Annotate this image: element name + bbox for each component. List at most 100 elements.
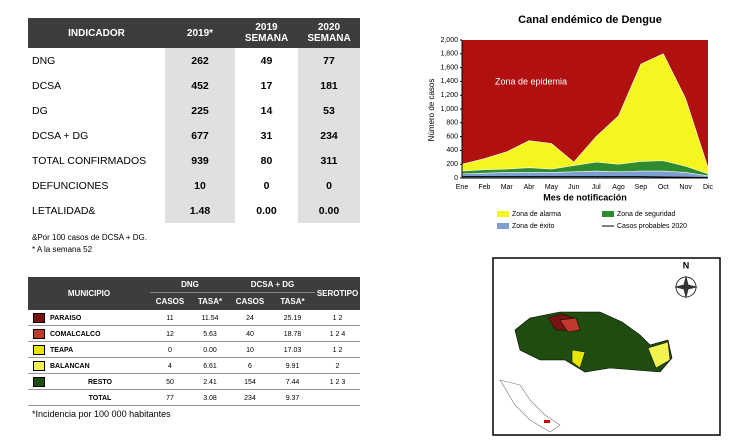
swatch [33,313,45,323]
legend-label: Zona de seguridad [617,211,675,218]
compass-rose [674,275,698,299]
cell: 9.91 [285,362,300,370]
label-cell: TOTAL CONFIRMADOS [32,154,147,167]
map-comalcalco [559,317,581,333]
row-line [28,373,360,374]
value-cell: 234 [320,129,338,142]
value-cell: 80 [260,154,273,167]
y-tick-label: 1,400 [440,78,458,85]
y-tick-label: 1,600 [440,64,458,71]
value-cell: 0 [326,179,332,192]
y-tick-label: 1,800 [440,51,458,58]
cell: 77 [166,394,174,402]
header-cell: 2019* [186,27,214,39]
value-cell: 0.00 [318,204,340,217]
value-cell: 31 [260,129,273,142]
y-tick-label: 1,200 [440,92,458,99]
x-tick-label: Ene [456,184,469,191]
cell: 40 [246,330,254,338]
value-cell: 1.48 [189,204,211,217]
legend-swatch [497,223,509,229]
column-shade [298,48,360,223]
cell: 1 2 3 [329,378,346,386]
municipio-name: COMALCALCO [50,330,101,338]
header-bg [28,277,360,310]
value-cell: 49 [260,54,273,67]
legend-swatch [497,211,509,217]
annotation: Zona de epidemia [495,76,567,86]
x-axis-label: Mes de notificación [543,192,627,202]
header-cell: CASOS [155,297,185,306]
cell: 154 [244,378,256,386]
header-cell: 2019 SEMANA [244,22,289,44]
value-cell: 0.00 [256,204,277,217]
y-tick-label: 0 [454,175,458,182]
legend-label: Casos probables 2020 [617,223,687,230]
cell: 6.61 [203,362,217,370]
map-mexico [499,379,561,433]
header-cell: MUNICIPIO [67,289,111,298]
header-cell: 2020 SEMANA [307,22,351,44]
value-cell: 311 [320,154,338,167]
cell: 12 [166,330,174,338]
x-tick-label: Oct [658,184,669,191]
cell: 25.19 [283,314,302,322]
cell: 1 2 [332,346,343,354]
compass-label: N [683,260,690,270]
header-cell: TASA* [197,297,223,306]
value-cell: 77 [323,54,335,67]
map-teapa [571,349,586,369]
municipio-name: BALANCAN [50,362,90,370]
header-cell: CASOS [235,297,265,306]
swatch [33,361,45,371]
municipio-name: TOTAL [88,394,112,402]
header-cell: DCSA + DG [230,277,315,293]
label-cell: DCSA + DG [32,129,89,142]
x-tick-label: Ago [612,184,625,191]
value-cell: 939 [191,154,209,167]
cell: 6 [248,362,252,370]
cell: 24 [246,314,254,322]
note: * A la semana 52 [32,244,93,254]
label-cell: DCSA [32,79,62,92]
y-tick-label: 600 [446,133,458,140]
column-shade [165,48,235,223]
value-cell: 0 [263,179,270,192]
cell: 10 [246,346,254,354]
x-tick-label: Jun [568,184,579,191]
area [461,53,709,179]
x-tick-label: Sep [635,184,648,191]
cell: 11 [166,314,174,322]
cell: 3.08 [203,394,217,402]
label-cell: LETALIDAD& [32,204,96,217]
x-tick-label: Jul [592,184,601,191]
y-tick-label: 400 [446,147,458,154]
swatch [33,377,45,387]
swatch [33,329,45,339]
cell: 17.03 [283,346,302,354]
x-tick-label: Mar [501,184,514,191]
x-tick-label: Dic [703,184,714,191]
y-axis-label: Número de casos [427,79,436,142]
row-line [28,389,360,390]
cell: 2 [335,362,340,370]
y-tick-label: 2,000 [440,37,458,44]
cell: 11.54 [201,314,219,322]
row-line [28,325,360,326]
y-tick-label: 200 [446,161,458,168]
label-cell: DNG [32,54,56,67]
x-tick-label: Abr [524,184,536,191]
x-tick-label: Feb [478,184,490,191]
value-cell: 53 [323,104,335,117]
y-tick-label: 1,000 [440,106,458,113]
x-tick-label: May [545,184,559,191]
row-line [28,341,360,342]
map-locator [544,420,550,423]
value-cell: 14 [260,104,273,117]
value-cell: 225 [191,104,209,117]
value-cell: 677 [191,129,209,142]
value-cell: 181 [320,79,338,92]
header-cell: INDICADOR [68,27,125,39]
value-cell: 17 [260,79,273,92]
